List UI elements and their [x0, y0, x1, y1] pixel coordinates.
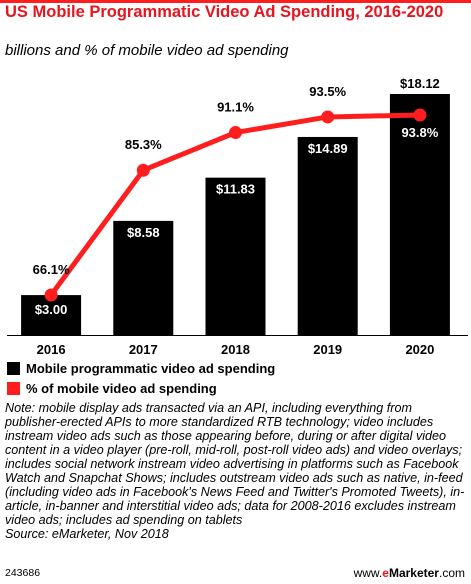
legend-item-bars: Mobile programmatic video ad spending [7, 361, 275, 376]
bar-value-label-2018: $11.83 [216, 182, 255, 197]
brand-prefix: www. [353, 566, 383, 580]
pct-point-2017 [136, 163, 150, 177]
pct-value-label-2020: 93.8% [401, 125, 438, 140]
pct-value-label-2017: 85.3% [125, 137, 162, 152]
bar-2017 [113, 220, 174, 335]
pct-point-2020 [413, 108, 427, 122]
note-text: Note: mobile display ads transacted via … [5, 401, 465, 527]
chart-id: 243686 [5, 567, 41, 579]
bar-2019 [297, 136, 358, 335]
legend-item-line: % of mobile video ad spending [7, 381, 217, 396]
x-tick-label-2020: 2020 [405, 342, 434, 357]
emarketer-logo[interactable]: www.eMarketer.com [354, 566, 465, 580]
chart-area: 2016 2017 2018 2019 2020 $3.00 $8.58 $11.83 $14.… [7, 76, 468, 357]
bar-value-label-2020: $18.12 [400, 76, 440, 91]
chart-title: US Mobile Programmatic Video Ad Spending… [5, 3, 444, 21]
pct-value-label-2018: 91.1% [217, 100, 254, 115]
legend-swatch-red [7, 382, 20, 395]
top-accent-bar [0, 0, 471, 3]
legend-label-bars: Mobile programmatic video ad spending [26, 361, 276, 376]
brand-name: Marketer [388, 566, 439, 580]
brand-suffix: .com [438, 566, 465, 580]
x-tick-label-2019: 2019 [313, 342, 342, 357]
bar-value-label-2016: $3.00 [35, 302, 68, 317]
bar-2020 [389, 94, 450, 335]
bar-2018 [205, 177, 266, 335]
pct-point-2018 [229, 126, 242, 140]
legend-label-line: % of mobile video ad spending [26, 381, 217, 396]
chart-subtitle: billions and % of mobile video ad spendi… [5, 42, 289, 59]
source-text: Source: eMarketer, Nov 2018 [5, 527, 169, 541]
pct-value-label-2016: 66.1% [33, 262, 70, 277]
pct-point-2019 [321, 110, 335, 124]
bar-2016 [21, 295, 82, 335]
chart-note: Note: mobile display ads transacted via … [5, 401, 467, 541]
brand-e: e [382, 566, 389, 580]
x-tick-label-2018: 2018 [221, 342, 250, 357]
legend-swatch-black [7, 362, 20, 375]
x-tick-label-2017: 2017 [129, 342, 158, 357]
bar-value-label-2017: $8.58 [127, 225, 160, 240]
x-tick-label-2016: 2016 [37, 342, 66, 357]
bar-value-label-2019: $14.89 [308, 141, 348, 156]
pct-point-2016 [44, 288, 58, 302]
pct-value-label-2019: 93.5% [309, 84, 346, 99]
